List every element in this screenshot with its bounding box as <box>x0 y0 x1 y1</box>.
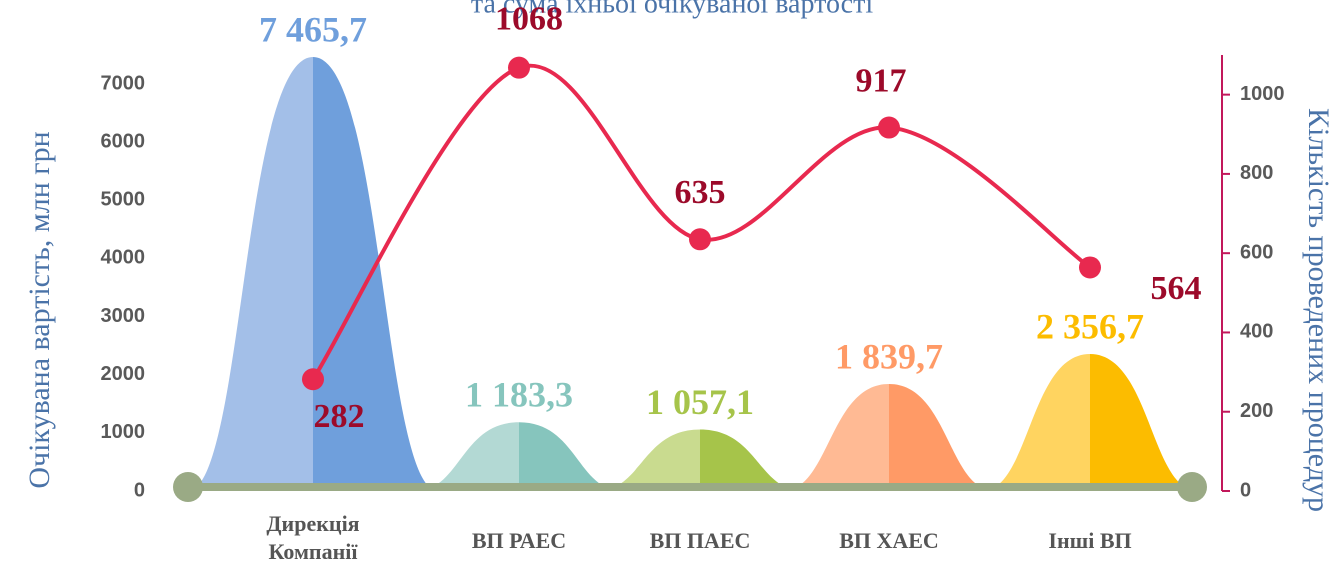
y2-tick-label: 200 <box>1240 400 1273 422</box>
bar-right <box>313 56 438 492</box>
bar-right <box>1090 353 1198 491</box>
bar-left <box>982 353 1090 491</box>
line-point <box>689 228 711 251</box>
line-point <box>508 56 530 79</box>
line-point <box>1079 256 1101 279</box>
bar-left <box>415 422 519 491</box>
bar-left <box>782 384 889 491</box>
y-tick-label: 6000 <box>101 130 146 152</box>
y2-tick-label: 800 <box>1240 162 1273 184</box>
bar-right <box>519 422 623 491</box>
baseline-end <box>1177 472 1207 502</box>
line-point <box>302 368 324 391</box>
bar-right <box>700 429 804 491</box>
x-tick-label: ВП ХАЕС <box>839 528 939 553</box>
line-point <box>878 116 900 139</box>
value-label: 7 465,7 <box>259 9 367 49</box>
y2-tick-label: 400 <box>1240 321 1273 343</box>
y-tick-label: 2000 <box>101 363 146 385</box>
line-label: 282 <box>314 398 365 435</box>
line-label: 917 <box>856 62 907 99</box>
y-tick-label: 3000 <box>101 305 146 327</box>
value-label: 1 839,7 <box>835 336 943 376</box>
y-tick-label: 4000 <box>101 247 146 269</box>
y2-tick-label: 0 <box>1240 479 1251 501</box>
y2-tick-label: 1000 <box>1240 83 1285 105</box>
value-label: 2 356,7 <box>1036 306 1144 346</box>
y-tick-label: 7000 <box>101 72 146 94</box>
chart-title: та сума їхньої очікуваної вартості <box>471 0 873 19</box>
bar-left <box>596 429 700 491</box>
y-axis-label: Очікувана вартість, млн грн <box>23 131 56 488</box>
line <box>311 63 1092 381</box>
y2-tick-label: 600 <box>1240 241 1273 263</box>
y-tick-label: 0 <box>134 479 145 501</box>
line-label: 564 <box>1151 270 1202 307</box>
x-tick-label: Інші ВП <box>1048 528 1132 553</box>
x-tick-label: ВП ПАЕС <box>649 528 751 553</box>
line-label: 1068 <box>495 0 563 37</box>
y-tick-label: 5000 <box>101 189 146 211</box>
line-label: 635 <box>675 174 726 211</box>
bar-left <box>188 56 313 492</box>
y-tick-label: 1000 <box>101 421 146 443</box>
value-label: 1 057,1 <box>646 382 754 422</box>
bar-right <box>889 384 996 491</box>
x-tick-label: Дирекція Компанії <box>266 511 360 564</box>
y2-axis-label: Кількість проведених процедур <box>1302 108 1335 512</box>
x-tick-label: ВП РАЕС <box>471 528 567 553</box>
baseline-end <box>173 472 203 502</box>
value-label: 1 183,3 <box>465 374 573 414</box>
